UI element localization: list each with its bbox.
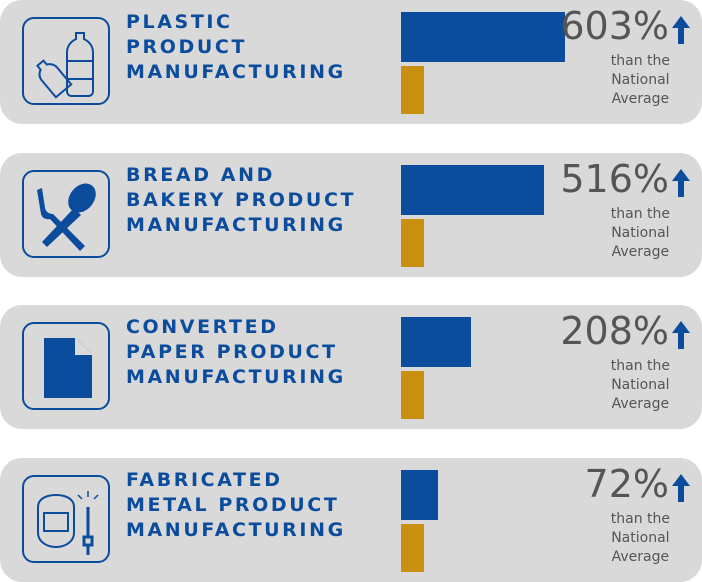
- comparison-line: National: [611, 72, 670, 88]
- title-line: FABRICATED: [126, 468, 283, 491]
- comparison-text: than the National Average: [611, 510, 670, 567]
- value-label: 208%: [560, 309, 669, 353]
- title-line: MANUFACTURING: [126, 366, 346, 388]
- baseline-bar: [401, 66, 424, 114]
- comparison-text: than the National Average: [611, 357, 670, 414]
- bar: [401, 12, 565, 62]
- title-line: BAKERY PRODUCT: [126, 188, 357, 211]
- title-line: PRODUCT: [126, 36, 248, 58]
- comparison-line: than the: [610, 510, 670, 527]
- title-line: CONVERTED: [126, 316, 279, 338]
- category-title: BREAD AND BAKERY PRODUCT MANUFACTURING: [126, 163, 356, 238]
- comparison-line: than the: [610, 53, 670, 69]
- title-line: MANUFACTURING: [126, 518, 346, 541]
- category-panel: CONVERTED PAPER PRODUCT MANUFACTURING 208% t…: [0, 305, 702, 429]
- category-title: PLASTIC PRODUCT MANUFACTURING: [126, 10, 346, 85]
- up-arrow: [672, 473, 690, 502]
- baseline-bar: [401, 523, 424, 572]
- comparison-text: than the National Average: [611, 52, 670, 109]
- comparison-line: National: [611, 224, 670, 241]
- up-arrow: [672, 16, 690, 44]
- comparison-line: than the: [610, 205, 670, 222]
- icon: [37, 490, 99, 555]
- baseline-bar: [401, 371, 424, 419]
- category-icon: [22, 322, 110, 410]
- value-label: 72%: [584, 461, 669, 506]
- icon: [44, 338, 92, 398]
- value-label: 516%: [560, 156, 669, 201]
- category-panel: BREAD AND BAKERY PRODUCT MANUFACTURING 516%…: [0, 152, 702, 277]
- comparison-line: Average: [611, 396, 670, 412]
- baseline-bar: [401, 218, 424, 267]
- comparison-line: Average: [611, 91, 670, 107]
- category-title: CONVERTED PAPER PRODUCT MANUFACTURING: [126, 315, 346, 390]
- comparison-line: than the: [610, 358, 670, 374]
- icon: [37, 183, 96, 251]
- title-line: METAL PRODUCT: [126, 493, 340, 516]
- comparison-line: National: [611, 377, 670, 393]
- title-line: MANUFACTURING: [126, 213, 346, 236]
- value-label: 603%: [560, 4, 669, 48]
- category-panel: PLASTIC PRODUCT MANUFACTURING 603% than the N…: [0, 0, 702, 124]
- category-icon: [22, 17, 110, 105]
- category-icon: [22, 474, 110, 563]
- comparison-line: Average: [611, 548, 670, 565]
- comparison-text: than the National Average: [611, 205, 670, 262]
- category-icon: [22, 169, 110, 258]
- bar: [401, 469, 439, 520]
- title-line: PLASTIC: [126, 11, 233, 33]
- category-panel: FABRICATED METAL PRODUCT MANUFACTURING 72% t…: [0, 457, 702, 582]
- bar: [401, 317, 471, 367]
- up-arrow: [672, 168, 690, 197]
- up-arrow: [672, 321, 690, 349]
- title-line: MANUFACTURING: [126, 61, 346, 83]
- title-line: BREAD AND: [126, 163, 275, 186]
- comparison-line: National: [611, 529, 670, 546]
- bar: [401, 164, 545, 215]
- category-title: FABRICATED METAL PRODUCT MANUFACTURING: [126, 468, 346, 543]
- icon: [35, 32, 94, 99]
- comparison-line: Average: [611, 243, 670, 260]
- title-line: PAPER PRODUCT: [126, 341, 338, 363]
